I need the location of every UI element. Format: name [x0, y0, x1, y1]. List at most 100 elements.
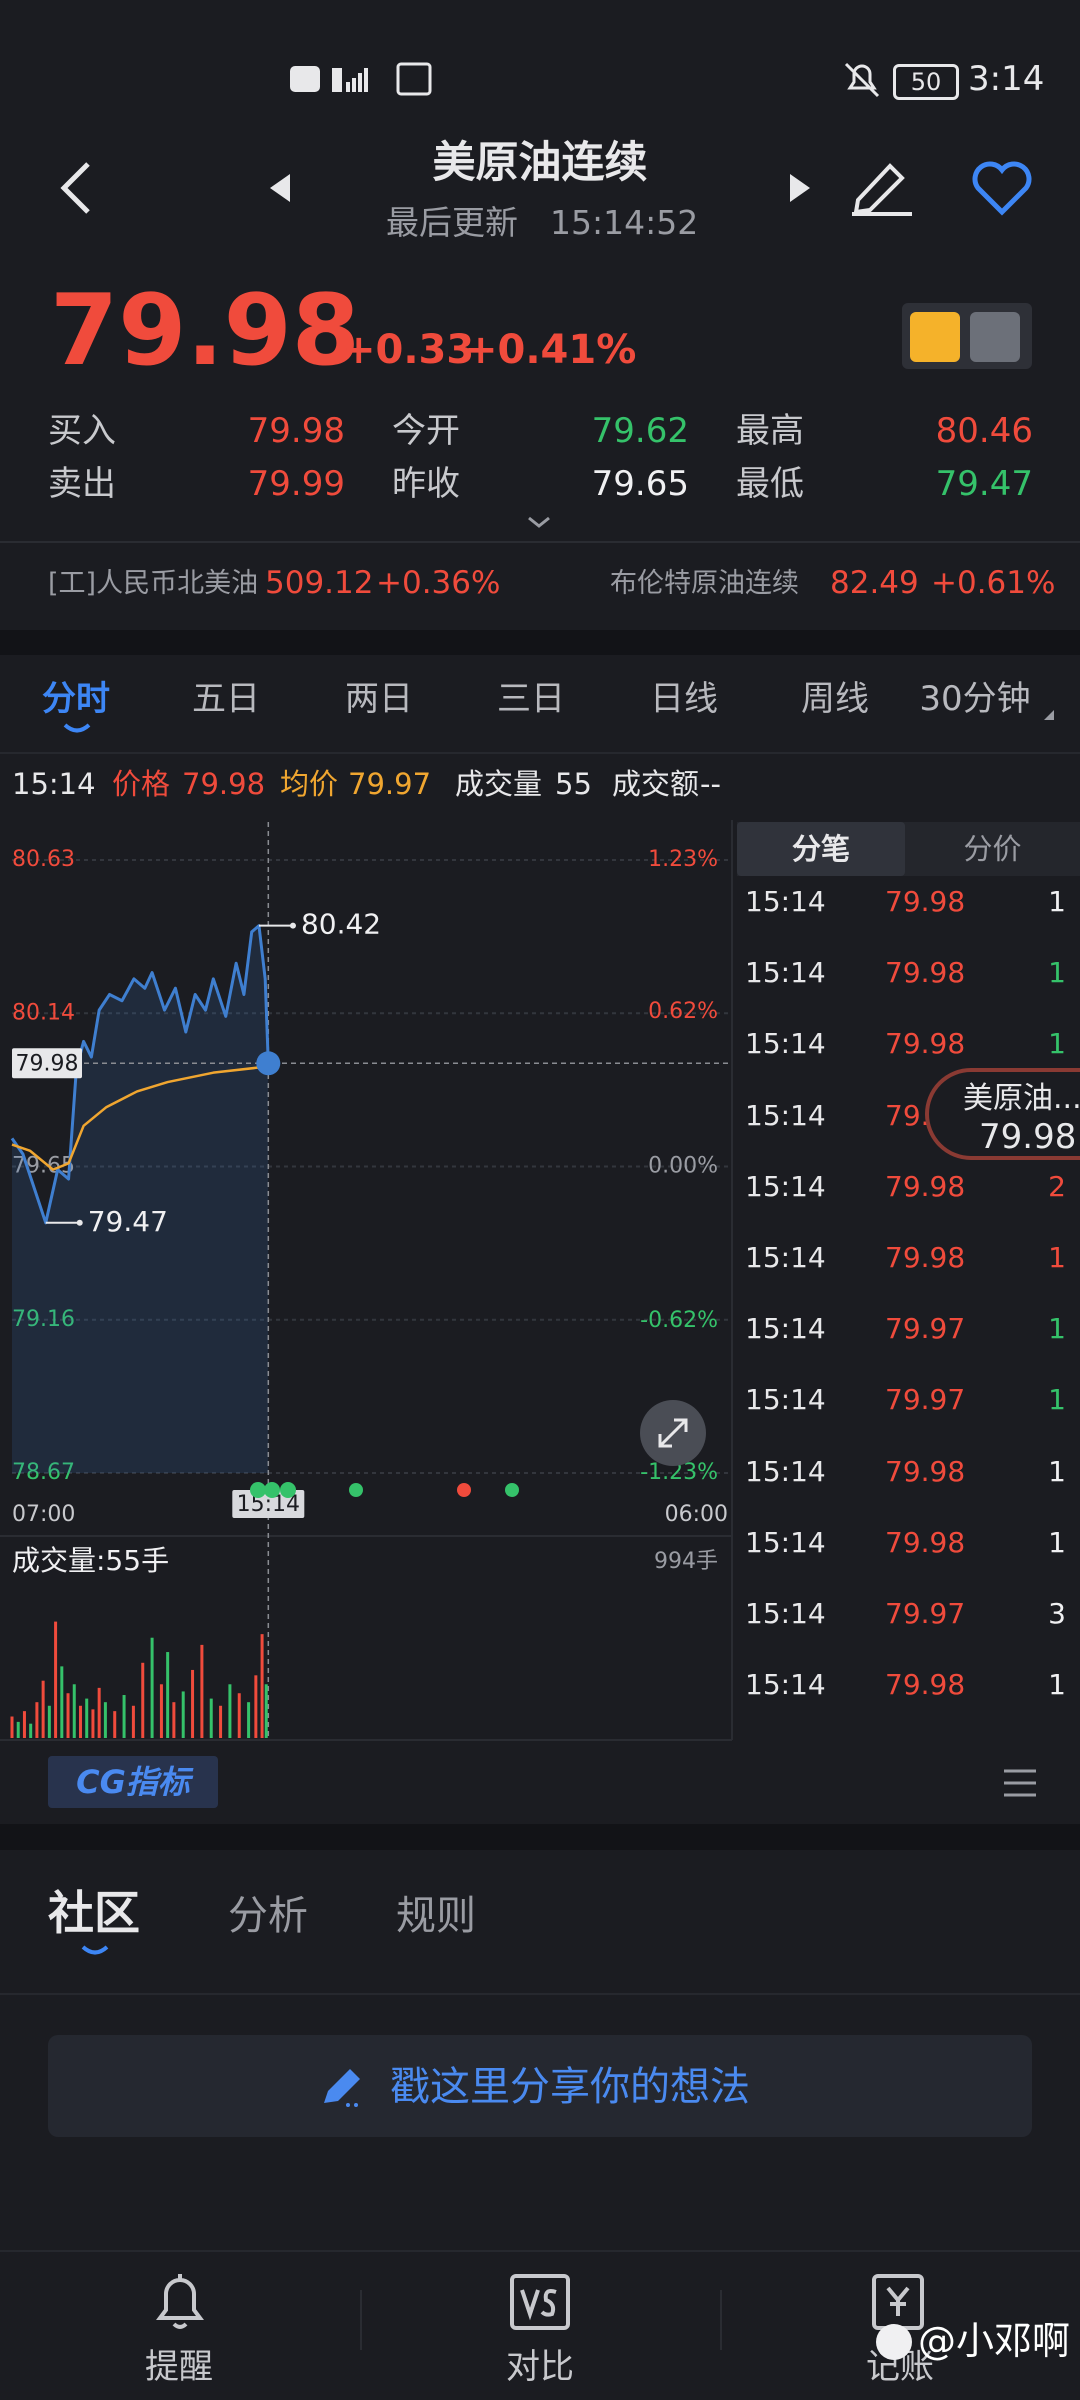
- annotation-label: 80.42: [301, 908, 381, 941]
- tool-icon[interactable]: [970, 312, 1020, 362]
- period-tab[interactable]: 周线: [801, 679, 869, 719]
- quote-field-value: 79.47: [935, 464, 1033, 504]
- period-tab[interactable]: 三日: [497, 679, 565, 719]
- volume-bar: [254, 1675, 258, 1738]
- trade-time: 15:14: [745, 1454, 826, 1488]
- watermark: @小邓啊: [918, 2319, 1071, 2363]
- signal-bar: [358, 73, 362, 92]
- info-time: 15:14: [12, 767, 96, 801]
- signal-bar: [346, 82, 350, 92]
- volume-bar: [172, 1702, 176, 1738]
- event-dot[interactable]: [250, 1482, 266, 1498]
- edit-button[interactable]: [850, 156, 914, 218]
- volume-bar: [29, 1723, 33, 1738]
- price-change: +0.33: [342, 327, 475, 373]
- trade-qty: 1: [1048, 1312, 1066, 1346]
- event-dot[interactable]: [349, 1483, 363, 1497]
- quote-field-label: 今开: [392, 411, 460, 451]
- nav-separator: [720, 2290, 722, 2350]
- event-dot[interactable]: [505, 1483, 519, 1497]
- info-price: 79.98: [182, 767, 266, 801]
- x-tick-label: 07:00: [12, 1502, 75, 1527]
- period-tab[interactable]: 五日: [192, 679, 260, 719]
- volume-bar: [191, 1669, 195, 1738]
- trade-price: 79.98: [885, 1668, 966, 1702]
- related-name: 布伦特原油连续: [610, 568, 799, 599]
- comment-input[interactable]: 戳这里分享你的想法: [48, 2035, 1032, 2137]
- trade-price: 79.97: [885, 1597, 966, 1630]
- trade-time: 15:14: [745, 1597, 826, 1630]
- trade-price: 79.98: [885, 1241, 966, 1274]
- community-tab[interactable]: 分析: [228, 1893, 308, 1939]
- event-dot[interactable]: [457, 1483, 471, 1497]
- nav-label[interactable]: 对比: [506, 2347, 574, 2387]
- trade-qty: 1: [1048, 885, 1066, 918]
- event-dot[interactable]: [280, 1482, 296, 1498]
- annotation-dot: [76, 1219, 83, 1226]
- dropdown-arrow[interactable]: [1042, 708, 1056, 722]
- period-tab[interactable]: 30分钟: [919, 679, 1031, 719]
- volume-bar: [35, 1702, 39, 1738]
- status-icons: [290, 62, 432, 96]
- back-button[interactable]: [56, 160, 96, 216]
- trade-time: 15:14: [745, 1668, 826, 1702]
- active-tab-indicator: [63, 723, 91, 733]
- floating-tag[interactable]: 美原油... 79.98: [925, 1068, 1080, 1160]
- page-title: 美原油连续: [432, 138, 648, 188]
- volume-bar: [78, 1705, 82, 1738]
- update-time: 15:14:52: [550, 203, 699, 242]
- community-tab[interactable]: 社区: [48, 1886, 140, 1940]
- trade-time: 15:14: [745, 956, 826, 990]
- current-price-box: [12, 1048, 82, 1079]
- menu-button[interactable]: [1000, 1768, 1040, 1798]
- period-tab[interactable]: 两日: [345, 679, 413, 719]
- table-tab[interactable]: 分价: [963, 832, 1022, 866]
- y2-tick-label: 0.62%: [648, 999, 718, 1024]
- tool-icons[interactable]: [902, 303, 1032, 369]
- volume-tick-label: 994手: [654, 1549, 718, 1574]
- table-tabs: 分笔 分价: [737, 822, 1080, 876]
- related-name: [工]人民币北美油: [48, 568, 259, 599]
- favorite-button[interactable]: [970, 158, 1034, 216]
- community-tab[interactable]: 规则: [396, 1893, 476, 1939]
- next-button[interactable]: [788, 172, 812, 204]
- quote-field-value: 79.65: [591, 464, 689, 504]
- compare-icon[interactable]: [508, 2272, 572, 2332]
- tool-icon[interactable]: [910, 312, 960, 362]
- tab-active-bg: [737, 822, 905, 876]
- period-tab[interactable]: 日线: [650, 679, 718, 719]
- remind-icon[interactable]: [150, 2270, 210, 2334]
- info-volume-label: 成交量: [455, 767, 543, 801]
- nav-label[interactable]: 提醒: [145, 2347, 213, 2387]
- trade-price: 79.98: [885, 885, 966, 918]
- related-change: +0.61%: [931, 565, 1056, 601]
- y-tick-label: 80.14: [12, 1000, 75, 1025]
- hd-icon: [290, 66, 320, 92]
- trade-time: 15:14: [745, 1525, 826, 1559]
- info-amount-label: 成交额: [612, 767, 700, 801]
- table-tab[interactable]: 分笔: [791, 832, 850, 866]
- prev-button[interactable]: [268, 172, 292, 204]
- last-price: 79.98: [50, 274, 360, 388]
- current-point: [256, 1051, 281, 1076]
- period-tab[interactable]: 分时: [42, 679, 110, 719]
- indicator-badge[interactable]: CG指标: [48, 1756, 218, 1808]
- x-tick-label: 06:00: [665, 1502, 728, 1527]
- fullscreen-icon: [658, 1418, 688, 1448]
- section-gap: [0, 1824, 1080, 1850]
- volume-bar: [60, 1666, 64, 1738]
- trade-qty: 1: [1048, 1383, 1066, 1417]
- nav-separator: [360, 2290, 362, 2350]
- y-tick-label: 80.63: [12, 847, 75, 872]
- volume-bar: [85, 1698, 89, 1738]
- y-tick-label: 79.16: [12, 1307, 75, 1332]
- trade-time: 15:14: [745, 1027, 826, 1061]
- event-dot[interactable]: [264, 1482, 280, 1498]
- floating-tag-price: 79.98: [979, 1117, 1077, 1157]
- y-tick-label: 78.67: [12, 1460, 75, 1485]
- expand-arrow[interactable]: [526, 514, 552, 530]
- active-tab-indicator: [81, 1945, 109, 1955]
- related-change: +0.36%: [376, 565, 501, 601]
- trade-price: 79.97: [885, 1383, 966, 1417]
